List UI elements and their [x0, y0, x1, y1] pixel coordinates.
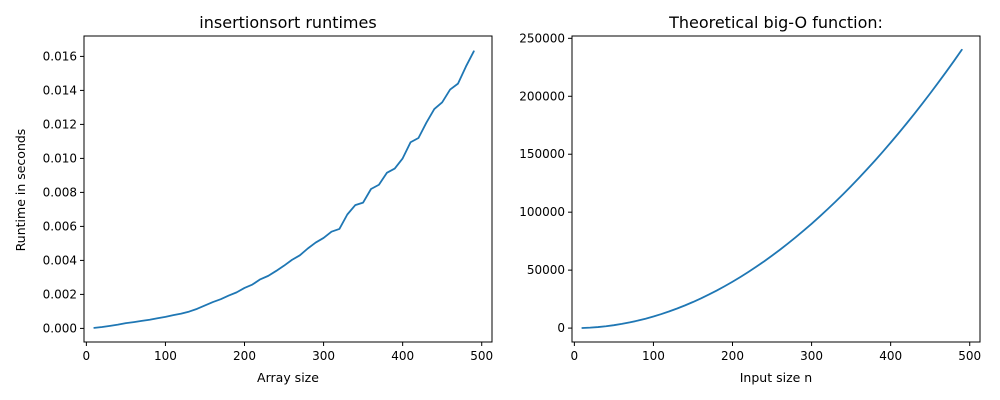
chart-panel-insertionsort: insertionsort runtimes Array size Runtim… — [13, 13, 493, 385]
x-axis-label: Array size — [257, 370, 319, 385]
y-tick-label: 0.010 — [43, 151, 77, 165]
y-axis-label: Runtime in seconds — [13, 129, 28, 252]
x-axis-ticks: 0 100 200 300 400 500 — [83, 342, 493, 363]
y-tick-label: 0.012 — [43, 117, 77, 131]
y-tick-label: 250000 — [519, 31, 565, 45]
x-tick-label: 100 — [154, 349, 177, 363]
plot-frame — [571, 35, 981, 343]
y-tick-label: 100000 — [519, 205, 565, 219]
x-axis-label: Input size n — [740, 370, 812, 385]
x-tick-label: 0 — [571, 349, 579, 363]
y-axis-ticks: 0.000 0.002 0.004 0.006 0.008 0.010 0.012 0.014… — [43, 49, 84, 335]
y-tick-label: 0.004 — [43, 253, 77, 267]
y-tick-label: 0.016 — [43, 49, 77, 63]
x-tick-label: 500 — [958, 349, 981, 363]
y-tick-label: 0 — [557, 321, 565, 335]
x-tick-label: 300 — [800, 349, 823, 363]
chart-title: Theoretical big-O function: — [668, 13, 883, 32]
x-tick-label: 200 — [721, 349, 744, 363]
y-axis-ticks: 0 50000 100000 150000 200000 250000 — [519, 31, 572, 335]
y-tick-label: 0.006 — [43, 219, 77, 233]
y-tick-label: 50000 — [527, 263, 565, 277]
y-tick-label: 150000 — [519, 147, 565, 161]
x-tick-label: 100 — [642, 349, 665, 363]
series-line — [581, 48, 963, 329]
plot-frame — [83, 35, 493, 343]
y-tick-label: 0.014 — [43, 83, 77, 97]
x-tick-label: 400 — [879, 349, 902, 363]
y-tick-label: 0.008 — [43, 185, 77, 199]
plot-area — [581, 48, 963, 329]
plot-area — [93, 50, 475, 329]
chart-title: insertionsort runtimes — [199, 13, 376, 32]
x-axis-ticks: 0 100 200 300 400 500 — [571, 342, 981, 363]
x-tick-label: 0 — [83, 349, 91, 363]
y-tick-label: 0.002 — [43, 287, 77, 301]
chart-panel-big-o: Theoretical big-O function: Input size n… — [519, 13, 981, 385]
y-tick-label: 0.000 — [43, 321, 77, 335]
x-tick-label: 300 — [312, 349, 335, 363]
x-tick-label: 200 — [233, 349, 256, 363]
series-line — [93, 50, 475, 329]
x-tick-label: 500 — [470, 349, 493, 363]
x-tick-label: 400 — [391, 349, 414, 363]
y-tick-label: 200000 — [519, 89, 565, 103]
